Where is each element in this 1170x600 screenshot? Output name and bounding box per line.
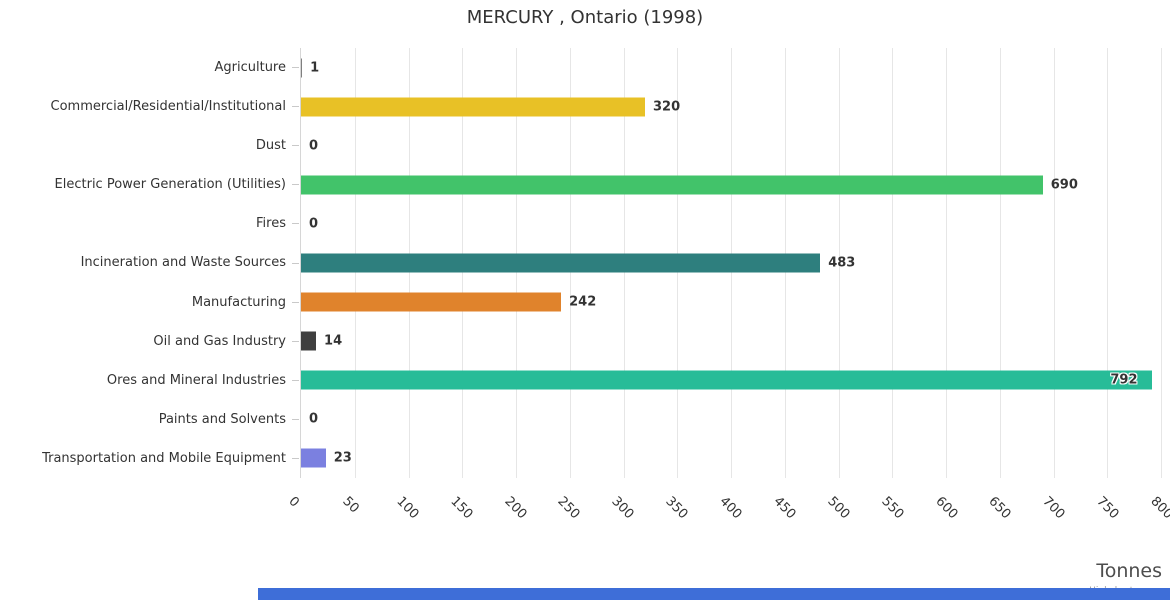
y-axis-tick (292, 379, 299, 381)
bar-row: 0 (301, 204, 1161, 243)
x-tick-labels: 0 50 100 150 200 250 300 350 400 450 500 550 600 650 7… (285, 482, 1170, 542)
category-label: Electric Power Generation (Utilities) (54, 177, 286, 193)
x-tick-label: 350 (662, 494, 691, 523)
bar-row: 242 (301, 283, 1161, 322)
bar[interactable] (301, 253, 821, 273)
bar-row: 0 (301, 400, 1161, 439)
y-axis-tick (292, 106, 299, 108)
value-label: 792 (1110, 372, 1138, 388)
category-label: Ores and Mineral Industries (106, 372, 286, 388)
grid-line (1107, 48, 1109, 478)
value-label: 23 (333, 450, 352, 466)
category-labels: Agriculture Commercial/Residential/Instit… (0, 48, 286, 478)
bar[interactable] (301, 370, 1153, 390)
bar-row: 0 (301, 126, 1161, 165)
x-tick-label: 750 (1093, 494, 1122, 523)
value-label: 242 (569, 294, 597, 310)
category-label: Transportation and Mobile Equipment (42, 450, 286, 466)
x-tick-label: 700 (1039, 494, 1068, 523)
x-tick-label: 50 (339, 494, 362, 517)
x-axis-title: Tonnes (1096, 560, 1162, 582)
grid-line (1053, 48, 1055, 478)
category-label: Dust (255, 138, 286, 154)
y-axis-tick (292, 184, 299, 186)
bar-row: 23 (301, 439, 1161, 478)
x-tick-label: 600 (931, 494, 961, 523)
category-label: Fires (256, 216, 286, 232)
x-tick-label: 550 (878, 494, 907, 523)
bar[interactable] (301, 331, 317, 351)
category-label: Oil and Gas Industry (153, 333, 286, 349)
x-tick-label: 200 (500, 494, 530, 523)
bar[interactable] (301, 292, 562, 312)
grid-line (892, 48, 894, 478)
grid-line (838, 48, 840, 478)
value-label: 483 (828, 255, 856, 271)
category-label: Paints and Solvents (158, 411, 286, 427)
grid-line (946, 48, 947, 478)
y-axis-tick (292, 457, 299, 459)
category-label: Commercial/Residential/Institutional (50, 99, 287, 115)
value-label: 14 (324, 333, 343, 349)
y-axis-tick (292, 418, 299, 420)
bar-row: 690 (301, 165, 1161, 204)
bar[interactable] (301, 448, 326, 468)
bar-row: 14 (301, 322, 1161, 361)
y-axis-tick (292, 145, 299, 147)
x-tick-label: 0 (285, 494, 302, 511)
x-tick-label: 500 (824, 494, 853, 523)
x-tick-label: 300 (608, 494, 637, 523)
value-label: 0 (309, 411, 319, 427)
x-tick-label: 450 (770, 494, 799, 523)
x-tick-label: 650 (985, 494, 1014, 523)
x-tick-label: 150 (447, 494, 476, 523)
y-axis-tick (292, 340, 299, 342)
x-tick-label: 400 (716, 494, 745, 523)
value-label: 690 (1050, 177, 1078, 193)
category-label: Agriculture (214, 60, 287, 76)
y-axis-tick (292, 67, 299, 69)
bottom-strip (258, 588, 1170, 600)
category-label: Incineration and Waste Sources (80, 255, 286, 271)
grid-line (999, 48, 1001, 478)
y-axis-ticks (292, 48, 300, 478)
bar[interactable] (301, 58, 303, 78)
bar-row: 320 (301, 87, 1161, 126)
x-tick-label: 100 (393, 494, 422, 523)
chart-title: MERCURY , Ontario (1998) (466, 7, 704, 28)
grid-line (1161, 48, 1162, 478)
value-label: 0 (309, 216, 319, 232)
x-tick-label: 250 (554, 494, 583, 523)
category-label: Manufacturing (191, 294, 286, 310)
bar-row: 792 (301, 361, 1161, 400)
value-label: 1 (310, 60, 320, 76)
x-tick-label: 800 (1147, 494, 1170, 523)
y-axis-tick (292, 301, 299, 303)
value-label: 0 (309, 138, 319, 154)
bar[interactable] (301, 175, 1043, 195)
bar[interactable] (301, 97, 645, 117)
plot-area: 1 320 0 690 0 483 242 14 792 0 23 (300, 48, 1162, 478)
bar-row: 483 (301, 243, 1161, 282)
value-label: 320 (653, 99, 681, 115)
y-axis-tick (292, 223, 299, 225)
bar-row: 1 (301, 48, 1161, 87)
y-axis-tick (292, 262, 299, 264)
